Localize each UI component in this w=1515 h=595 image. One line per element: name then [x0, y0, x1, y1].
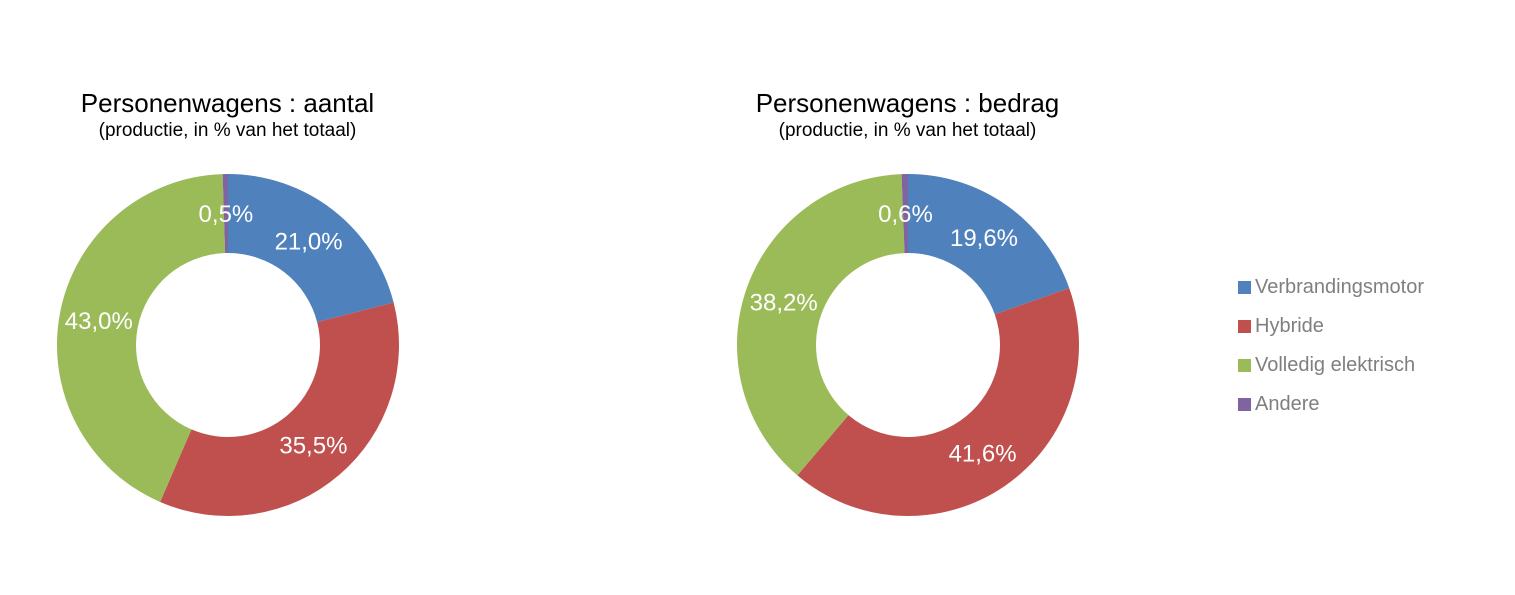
donut-plot-bedrag: 19,6% 41,6% 38,2% 0,6%	[736, 174, 1079, 517]
legend-item-volledig-elektrisch: Volledig elektrisch	[1238, 355, 1424, 375]
donut-slice-volledig-elektrisch	[56, 174, 225, 502]
legend-swatch-andere-icon	[1238, 397, 1251, 411]
legend: Verbrandingsmotor Hybride Volledig elekt…	[1238, 277, 1424, 433]
legend-label-verbrandingsmotor: Verbrandingsmotor	[1255, 276, 1424, 298]
slice-value-label: 0,6%	[878, 201, 933, 228]
slice-value-label: 43,0%	[64, 308, 132, 335]
legend-item-andere: Andere	[1238, 394, 1424, 414]
donut-chart-aantal: Personenwagens : aantal (productie, in %…	[0, 0, 455, 595]
slice-value-label: 19,6%	[949, 225, 1017, 252]
legend-swatch-hybride-icon	[1238, 319, 1251, 333]
chart-subtitle-bedrag: (productie, in % van het totaal)	[778, 120, 1037, 141]
legend-label-hybride: Hybride	[1255, 315, 1324, 337]
slice-value-label: 41,6%	[948, 441, 1016, 468]
legend-item-verbrandingsmotor: Verbrandingsmotor	[1238, 277, 1424, 297]
slice-value-label: 38,2%	[749, 289, 817, 316]
slice-value-label: 21,0%	[274, 229, 342, 256]
chart-subtitle-aantal: (productie, in % van het totaal)	[98, 120, 357, 141]
legend-swatch-verbrandingsmotor-icon	[1238, 280, 1251, 294]
donut-slice-volledig-elektrisch	[736, 174, 905, 476]
chart-title-aantal: Personenwagens : aantal	[80, 88, 375, 118]
donut-slice-hybride	[159, 302, 399, 517]
slice-value-label: 35,5%	[279, 432, 347, 459]
donut-slice-hybride	[796, 288, 1079, 517]
donut-slice-andere	[901, 174, 908, 254]
legend-label-andere: Andere	[1255, 393, 1320, 415]
donut-chart-bedrag: Personenwagens : bedrag (productie, in %…	[680, 0, 1135, 595]
legend-item-hybride: Hybride	[1238, 316, 1424, 336]
chart-title-bedrag: Personenwagens : bedrag	[755, 88, 1060, 118]
donut-slice-verbrandingsmotor	[227, 174, 394, 323]
donut-slice-andere	[222, 173, 228, 254]
slice-value-label: 0,5%	[198, 201, 253, 228]
legend-swatch-volledig-elektrisch-icon	[1238, 358, 1251, 372]
donut-slice-verbrandingsmotor	[907, 174, 1069, 315]
legend-label-volledig-elektrisch: Volledig elektrisch	[1255, 354, 1416, 376]
donut-plot-aantal: 21,0% 35,5% 43,0% 0,5%	[56, 173, 399, 517]
